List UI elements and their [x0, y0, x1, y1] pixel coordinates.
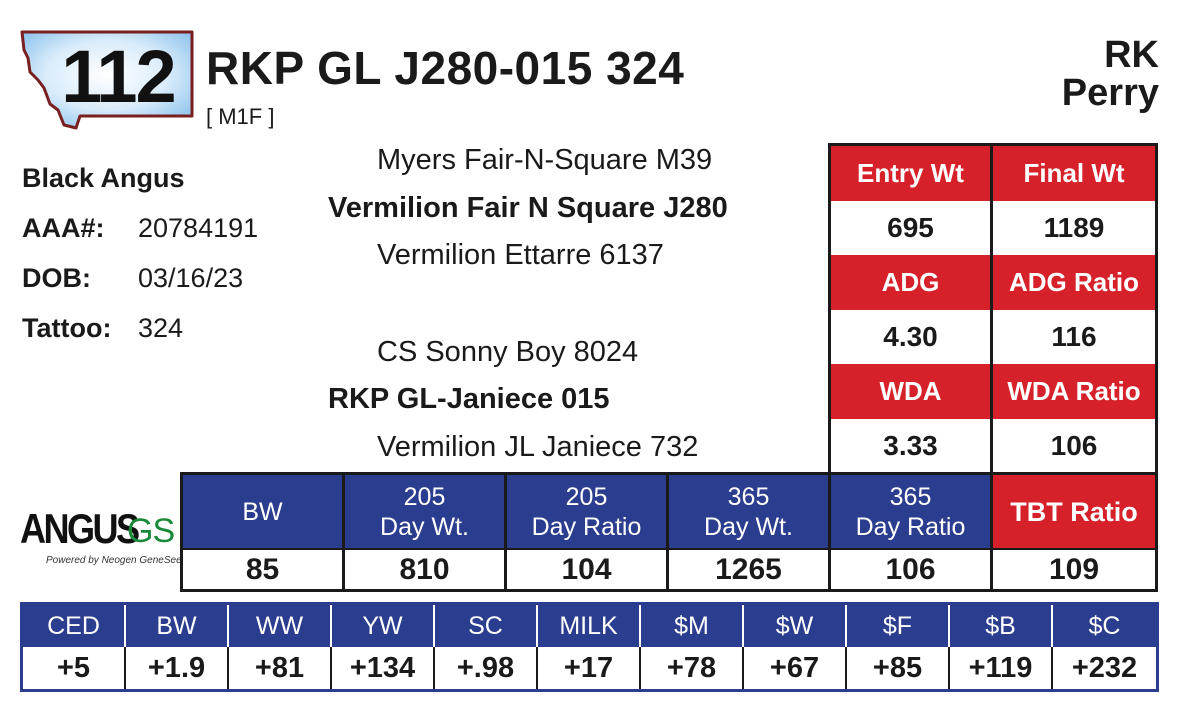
weights-header-line2: Day Wt.	[380, 512, 469, 541]
epd-value-ced: +5	[23, 647, 126, 689]
wda-header: WDA	[831, 364, 993, 419]
weights-header-365-ratio: 365 Day Ratio	[831, 475, 993, 548]
final-wt-value: 1189	[993, 200, 1155, 255]
angus-logo-tagline: Powered by Neogen GeneSeek	[46, 555, 187, 566]
weights-header-365-wt: 365 Day Wt.	[669, 475, 831, 548]
adg-ratio-value: 116	[993, 309, 1155, 364]
owner-line-1: RK	[1104, 34, 1159, 76]
weights-value-205-ratio: 104	[507, 548, 669, 589]
weights-table: BW 205 Day Wt. 205 Day Ratio 365 Day Wt. 36…	[180, 472, 1158, 592]
pedigree-sire: Vermilion Fair N Square J280	[328, 192, 728, 224]
aaa-label: AAA#:	[22, 213, 105, 243]
epd-header-sc: SC	[435, 605, 538, 647]
epd-value-sc: +.98	[435, 647, 538, 689]
dob-row: DOB: 03/16/23	[22, 262, 243, 294]
tattoo-value: 324	[138, 313, 184, 343]
wda-ratio-header: WDA Ratio	[993, 364, 1155, 419]
epd-header-f: $F	[847, 605, 950, 647]
pedigree-dam-sire: CS Sonny Boy 8024	[377, 336, 639, 368]
epd-value-bw: +1.9	[126, 647, 229, 689]
weights-value-365-ratio: 106	[831, 548, 993, 589]
dob-label: DOB:	[22, 263, 91, 293]
weights-header-line1: 205	[565, 482, 608, 511]
epd-header-ww: WW	[229, 605, 332, 647]
epd-header-w: $W	[744, 605, 847, 647]
epd-value-f: +85	[847, 647, 950, 689]
epd-value-m: +78	[641, 647, 744, 689]
pedigree-sire-sire: Myers Fair-N-Square M39	[377, 144, 713, 176]
weights-header-line2: Day Wt.	[704, 512, 793, 541]
wda-ratio-value: 106	[993, 418, 1155, 473]
performance-stats: Entry Wt Final Wt 695 1189 ADG ADG Ratio…	[828, 143, 1158, 473]
epd-header-m: $M	[641, 605, 744, 647]
animal-name: RKP GL J280-015 324	[206, 42, 685, 94]
tattoo-row: Tattoo: 324	[22, 312, 183, 344]
epd-value-b: +119	[950, 647, 1053, 689]
epd-value-w: +67	[744, 647, 847, 689]
epd-table: CED BW WW YW SC MILK $M $W $F $B $C +5 +…	[20, 602, 1159, 692]
epd-value-ww: +81	[229, 647, 332, 689]
epd-header-yw: YW	[332, 605, 435, 647]
weights-header-bw: BW	[183, 475, 345, 548]
angus-gs-logo: ANGUS GS Powered by Neogen GeneSeek	[20, 505, 187, 571]
epd-header-ced: CED	[23, 605, 126, 647]
weights-header-tbt-ratio: TBT Ratio	[993, 475, 1155, 548]
weights-header-205-ratio: 205 Day Ratio	[507, 475, 669, 548]
weights-header-line2: Day Ratio	[855, 512, 966, 541]
aaa-number-row: AAA#: 20784191	[22, 212, 258, 244]
weights-header-line2: Day Ratio	[531, 512, 642, 541]
epd-header-c: $C	[1053, 605, 1156, 647]
weights-value-365-wt: 1265	[669, 548, 831, 589]
final-wt-header: Final Wt	[993, 146, 1155, 201]
weights-header-line1: BW	[242, 497, 283, 526]
lot-number: 112	[61, 35, 176, 118]
dob-value: 03/16/23	[138, 263, 244, 293]
wda-value: 3.33	[831, 418, 993, 473]
owner-line-2: Perry	[1061, 72, 1159, 114]
animal-tag: [ M1F ]	[206, 104, 275, 129]
aaa-value: 20784191	[138, 213, 259, 243]
pedigree-dam-dam: Vermilion JL Janiece 732	[377, 431, 699, 463]
entry-wt-value: 695	[831, 200, 993, 255]
weights-header-line1: 365	[727, 482, 770, 511]
angus-logo-word: ANGUS	[20, 505, 140, 552]
epd-value-yw: +134	[332, 647, 435, 689]
epd-header-bw: BW	[126, 605, 229, 647]
weights-value-bw: 85	[183, 548, 345, 589]
weights-value-205-wt: 810	[345, 548, 507, 589]
owner-name: RK Perry	[1062, 36, 1159, 112]
montana-state-icon	[20, 30, 194, 130]
lot-badge: 112	[20, 28, 195, 133]
epd-value-c: +232	[1053, 647, 1156, 689]
pedigree-sire-dam: Vermilion Ettarre 6137	[377, 239, 664, 271]
adg-value: 4.30	[831, 309, 993, 364]
entry-wt-header: Entry Wt	[831, 146, 993, 201]
weights-value-tbt-ratio: 109	[993, 548, 1155, 589]
weights-header-line1: TBT Ratio	[1010, 496, 1138, 527]
epd-header-b: $B	[950, 605, 1053, 647]
angus-logo-gs: GS	[127, 512, 175, 550]
weights-header-line1: 205	[403, 482, 446, 511]
tattoo-label: Tattoo:	[22, 313, 112, 343]
epd-value-milk: +17	[538, 647, 641, 689]
pedigree-dam: RKP GL-Janiece 015	[328, 383, 610, 415]
adg-ratio-header: ADG Ratio	[993, 255, 1155, 310]
breed: Black Angus	[22, 163, 185, 193]
epd-header-milk: MILK	[538, 605, 641, 647]
weights-header-205-wt: 205 Day Wt.	[345, 475, 507, 548]
weights-header-line1: 365	[889, 482, 932, 511]
adg-header: ADG	[831, 255, 993, 310]
